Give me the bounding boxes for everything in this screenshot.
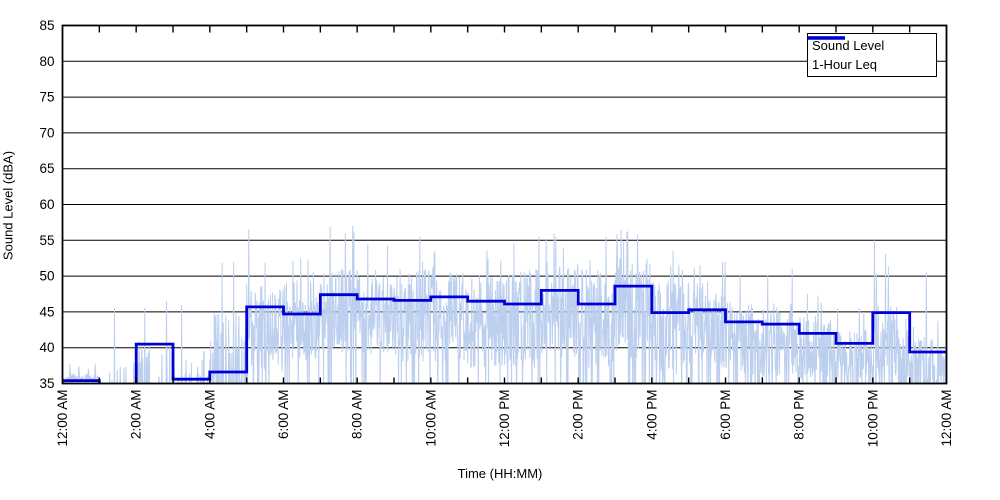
y-tick-label: 35 xyxy=(39,376,54,391)
x-tick-label: 2:00 PM xyxy=(571,390,586,440)
x-tick-label: 12:00 AM xyxy=(939,390,954,447)
legend-label-1-hour-leq: 1-Hour Leq xyxy=(812,56,878,72)
sound-level-series xyxy=(62,225,947,384)
y-tick-label: 45 xyxy=(39,304,54,319)
y-tick-label: 40 xyxy=(39,340,54,355)
y-tick-label: 50 xyxy=(39,269,54,284)
y-tick-label: 75 xyxy=(39,90,54,105)
x-tick-label: 6:00 PM xyxy=(718,390,733,440)
y-tick-label: 85 xyxy=(39,18,54,33)
x-tick-label: 8:00 AM xyxy=(350,390,365,440)
one-hour-leq-series xyxy=(62,284,947,384)
y-tick-label: 80 xyxy=(39,54,54,69)
y-tick-label: 55 xyxy=(39,233,54,248)
y-tick-label: 70 xyxy=(39,125,54,140)
y-tick-label: 60 xyxy=(39,197,54,212)
legend-label-sound-level: Sound Level xyxy=(812,38,885,54)
x-tick-label: 10:00 PM xyxy=(865,390,880,448)
leq-line-swatch xyxy=(808,36,845,40)
x-tick-label: 6:00 AM xyxy=(276,390,291,440)
legend-item-1-hour-leq: 1-Hour Leq xyxy=(808,36,932,73)
x-tick-label: 8:00 PM xyxy=(792,390,807,440)
x-tick-label: 4:00 PM xyxy=(644,390,659,440)
x-tick-label: 12:00 AM xyxy=(55,390,70,447)
x-axis-title: Time (HH:MM) xyxy=(457,466,543,481)
y-axis-title: Sound Level (dBA) xyxy=(0,150,16,261)
x-tick-label: 10:00 AM xyxy=(423,390,438,447)
x-tick-label: 12:00 PM xyxy=(497,390,512,448)
x-tick-label: 2:00 AM xyxy=(129,390,144,440)
legend: Sound Level 1-Hour Leq xyxy=(807,33,937,77)
x-tick-label: 4:00 AM xyxy=(202,390,217,440)
y-tick-label: 65 xyxy=(39,161,54,176)
